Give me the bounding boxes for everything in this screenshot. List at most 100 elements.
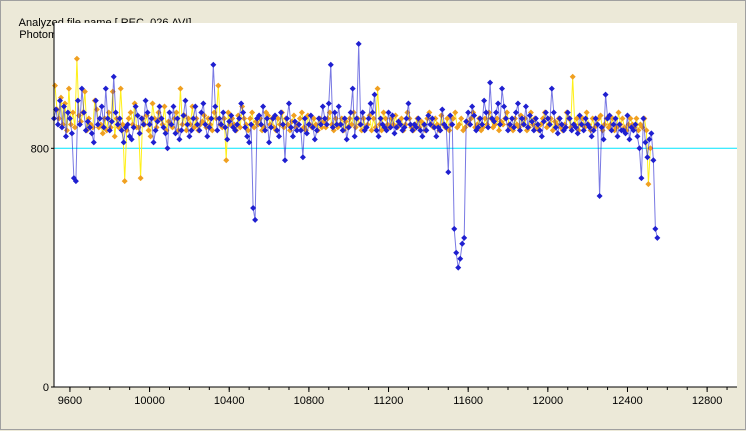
data-point-blue <box>594 121 601 128</box>
data-point-blue <box>425 112 432 119</box>
data-point-blue <box>166 109 173 116</box>
data-point-blue <box>150 139 157 146</box>
data-point-orange <box>117 85 124 92</box>
data-point-blue <box>274 127 281 134</box>
data-point-blue <box>487 79 494 86</box>
data-point-blue <box>279 121 286 128</box>
data-point-blue <box>136 130 143 137</box>
data-point-blue <box>552 124 559 131</box>
data-point-blue <box>457 255 464 262</box>
data-point-blue <box>578 121 585 128</box>
data-point-blue <box>558 121 565 128</box>
data-point-orange <box>63 127 70 134</box>
data-point-blue <box>455 264 462 271</box>
data-point-blue <box>64 109 71 116</box>
data-point-blue <box>387 124 394 131</box>
x-tick-label: 11200 <box>374 395 404 407</box>
data-point-blue <box>240 109 247 116</box>
data-point-blue <box>367 100 374 107</box>
data-point-blue <box>349 85 356 92</box>
data-point-blue <box>550 109 557 116</box>
data-point-blue <box>491 118 498 125</box>
data-point-blue <box>445 169 452 176</box>
data-point-blue <box>640 115 647 122</box>
data-point-blue <box>220 109 227 116</box>
data-point-blue <box>612 115 619 122</box>
data-point-blue <box>447 112 454 119</box>
data-point-blue <box>108 118 115 125</box>
data-point-blue <box>512 109 519 116</box>
data-point-blue <box>471 112 478 119</box>
data-point-orange <box>161 103 168 110</box>
data-point-blue <box>650 157 657 164</box>
data-point-blue <box>516 127 523 134</box>
data-point-blue <box>268 124 275 131</box>
data-point-blue <box>68 130 75 137</box>
data-point-blue <box>443 124 450 131</box>
data-point-blue <box>188 127 195 134</box>
data-point-blue <box>654 234 661 241</box>
data-point-blue <box>293 127 300 134</box>
data-point-blue <box>140 121 147 128</box>
data-point-blue <box>582 115 589 122</box>
data-point-blue <box>335 103 342 110</box>
data-point-orange <box>111 133 118 140</box>
data-point-blue <box>184 121 191 128</box>
data-point-blue <box>194 121 201 128</box>
data-point-blue <box>624 112 631 119</box>
data-point-blue <box>214 127 221 134</box>
data-point-blue <box>202 121 209 128</box>
data-point-blue <box>78 85 85 92</box>
data-point-blue <box>572 124 579 131</box>
data-point-blue <box>363 124 370 131</box>
data-point-blue <box>469 103 476 110</box>
data-point-orange <box>298 109 305 116</box>
data-point-blue <box>341 115 348 122</box>
x-tick-label: 12000 <box>533 395 564 407</box>
data-point-blue <box>178 127 185 134</box>
data-point-blue <box>160 124 167 131</box>
data-point-orange <box>290 112 297 119</box>
data-point-blue <box>206 124 213 131</box>
data-point-blue <box>307 112 314 119</box>
data-point-blue <box>204 133 211 140</box>
data-point-blue <box>616 121 623 128</box>
data-point-blue <box>323 121 330 128</box>
data-point-blue <box>162 130 169 137</box>
data-point-orange <box>73 55 80 62</box>
data-point-blue <box>84 118 91 125</box>
data-point-blue <box>264 115 271 122</box>
data-point-blue <box>532 115 539 122</box>
data-point-blue <box>112 109 119 116</box>
y-tick-label: 0 <box>43 382 49 394</box>
data-point-blue <box>393 124 400 131</box>
data-point-blue <box>180 112 187 119</box>
data-point-blue <box>566 115 573 122</box>
data-point-blue <box>305 121 312 128</box>
data-point-blue <box>556 115 563 122</box>
data-point-blue <box>90 139 97 146</box>
data-point-blue <box>554 130 561 137</box>
data-point-blue <box>357 121 364 128</box>
data-point-blue <box>548 85 555 92</box>
data-point-blue <box>608 127 615 134</box>
x-tick-label: 10400 <box>214 395 245 407</box>
data-point-blue <box>600 136 607 143</box>
data-point-blue <box>481 97 488 104</box>
data-point-orange <box>583 109 590 116</box>
data-point-blue <box>351 133 358 140</box>
plot-area <box>54 23 737 387</box>
data-point-orange <box>137 175 144 182</box>
data-point-blue <box>524 124 531 131</box>
data-point-blue <box>514 100 521 107</box>
data-point-blue <box>365 115 372 122</box>
data-point-blue <box>580 127 587 134</box>
x-tick-label: 9600 <box>58 395 82 407</box>
x-tick-label: 12800 <box>692 395 723 407</box>
data-point-blue <box>522 103 529 110</box>
data-point-blue <box>493 109 500 116</box>
data-point-blue <box>632 121 639 128</box>
data-point-blue <box>501 103 508 110</box>
data-point-orange <box>71 124 78 131</box>
